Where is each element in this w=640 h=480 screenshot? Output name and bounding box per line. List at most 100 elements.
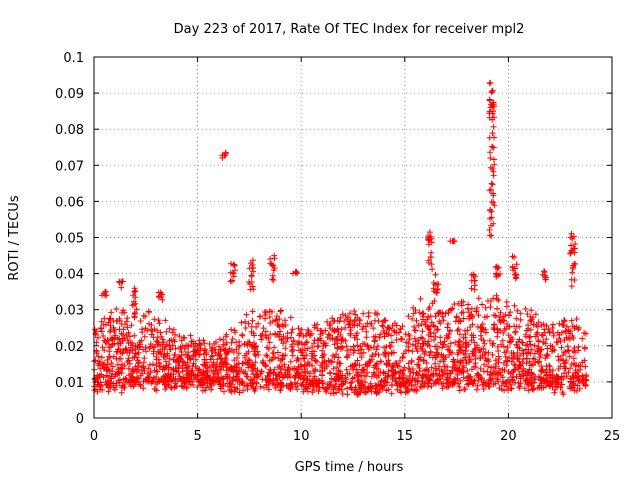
- data-point: [275, 349, 281, 356]
- data-point: [250, 385, 257, 392]
- data-point: [491, 321, 498, 328]
- data-point: [342, 376, 349, 383]
- data-point: [482, 304, 489, 311]
- data-point: [315, 343, 322, 349]
- data-point: [109, 363, 116, 370]
- data-point: [135, 360, 142, 367]
- data-point: [526, 358, 533, 365]
- data-point: [521, 385, 528, 392]
- data-point: [460, 315, 467, 322]
- data-point: [308, 378, 315, 385]
- data-point: [111, 326, 118, 333]
- data-point: [232, 267, 238, 274]
- data-point: [472, 364, 479, 371]
- data-point: [92, 357, 99, 364]
- data-point: [582, 381, 589, 388]
- data-point: [342, 324, 349, 331]
- data-point: [287, 314, 294, 321]
- data-point: [98, 318, 105, 325]
- data-point: [310, 368, 317, 375]
- data-point: [493, 271, 500, 278]
- data-point: [178, 352, 185, 359]
- data-point: [355, 391, 362, 398]
- data-point: [399, 355, 406, 361]
- data-point: [480, 386, 487, 392]
- data-point: [178, 382, 185, 389]
- data-point: [168, 337, 175, 344]
- data-point: [377, 381, 384, 388]
- data-point: [487, 155, 494, 161]
- data-point: [570, 355, 577, 362]
- data-point: [352, 311, 359, 318]
- data-point: [455, 380, 462, 387]
- data-point: [568, 317, 575, 324]
- data-point: [122, 375, 129, 382]
- data-point: [482, 326, 489, 333]
- data-point: [462, 331, 469, 338]
- data-point: [555, 366, 562, 372]
- data-point: [557, 338, 564, 345]
- data-point: [470, 272, 477, 279]
- data-point: [326, 322, 333, 329]
- data-point: [284, 367, 291, 373]
- data-point: [439, 371, 446, 378]
- data-point: [449, 305, 456, 312]
- data-point: [382, 353, 389, 360]
- data-point: [212, 374, 219, 380]
- data-point: [155, 317, 162, 324]
- y-tick-label: 0.04: [55, 268, 84, 283]
- data-point: [287, 380, 294, 387]
- chart-title: Day 223 of 2017, Rate Of TEC Index for r…: [174, 22, 525, 37]
- data-point: [411, 335, 418, 342]
- y-tick-label: 0.06: [55, 195, 84, 210]
- data-point: [351, 322, 358, 329]
- data-point: [489, 130, 496, 137]
- data-point: [345, 314, 352, 321]
- data-point: [337, 314, 344, 321]
- data-point: [137, 318, 144, 324]
- data-point: [166, 325, 173, 332]
- data-point: [561, 360, 568, 367]
- data-point: [118, 284, 125, 291]
- data-point: [456, 338, 462, 344]
- data-point: [173, 358, 180, 365]
- data-point: [228, 388, 235, 395]
- data-point: [281, 372, 288, 379]
- data-point: [461, 354, 468, 361]
- data-point: [402, 331, 409, 338]
- data-point: [146, 361, 153, 368]
- data-point: [242, 325, 249, 331]
- y-tick-label: 0: [76, 412, 84, 427]
- data-point: [143, 378, 150, 384]
- data-point: [524, 381, 531, 388]
- data-point: [560, 352, 566, 359]
- data-point: [430, 330, 437, 337]
- data-point: [526, 334, 533, 341]
- data-point: [226, 380, 233, 387]
- data-point: [541, 268, 547, 275]
- data-point: [269, 272, 276, 279]
- data-point: [541, 269, 548, 276]
- data-point: [289, 352, 296, 359]
- data-point: [373, 346, 380, 353]
- data-point: [129, 374, 136, 381]
- data-point: [194, 384, 201, 391]
- data-point: [432, 333, 439, 340]
- data-point: [232, 377, 239, 384]
- data-point: [489, 342, 496, 348]
- y-tick-label: 0.08: [55, 123, 84, 138]
- data-point: [276, 371, 283, 378]
- data-point: [509, 264, 516, 271]
- data-point: [190, 343, 197, 350]
- data-point: [126, 333, 133, 340]
- data-point: [559, 321, 566, 328]
- data-point: [234, 355, 240, 361]
- x-tick-label: 5: [193, 429, 201, 444]
- data-point: [168, 367, 175, 373]
- data-point: [567, 234, 574, 241]
- data-point: [228, 260, 234, 267]
- data-point: [551, 389, 558, 396]
- data-point: [142, 313, 149, 320]
- data-point: [169, 329, 176, 336]
- data-point: [163, 372, 170, 379]
